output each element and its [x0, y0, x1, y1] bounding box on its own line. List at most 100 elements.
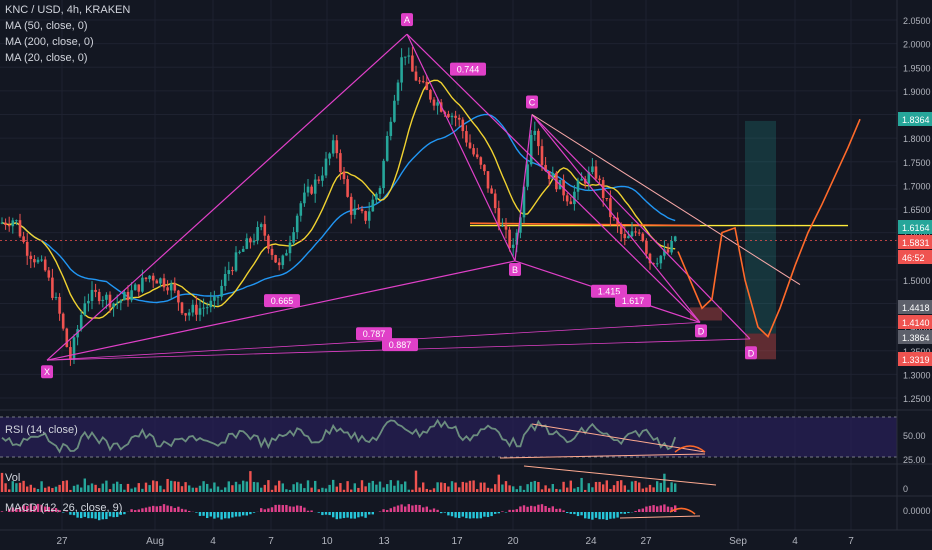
volume-bar: [638, 482, 641, 492]
price-badge-text: 1.6164: [902, 223, 930, 233]
pattern-label-bg: [695, 324, 707, 338]
macd-histogram-bar: [335, 512, 338, 520]
macd-histogram-bar: [486, 512, 490, 518]
volume-bar: [519, 485, 522, 492]
volume-bar: [130, 488, 133, 492]
candle-body: [609, 198, 612, 218]
volume-bar: [569, 480, 572, 492]
volume-bar: [324, 488, 328, 492]
pattern-label-d1: D: [695, 324, 707, 338]
volume-bar: [627, 489, 630, 492]
ma20-legend[interactable]: MA (20, close, 0): [5, 52, 88, 64]
macd-histogram-bar: [605, 512, 608, 520]
volume-bar: [591, 487, 594, 492]
volume-bar: [234, 481, 238, 492]
forecast-path: [677, 118, 861, 338]
symbol-title[interactable]: KNC / USD, 4h, KRAKEN: [5, 4, 131, 16]
volume-bar: [486, 487, 490, 492]
macd-histogram-bar: [447, 512, 450, 516]
ma200-legend[interactable]: MA (200, close, 0): [5, 36, 94, 48]
volume-bar: [83, 478, 86, 492]
time-tick-label: 17: [451, 536, 463, 547]
candle-body: [544, 164, 547, 172]
candle-body: [292, 232, 295, 243]
candle-body: [652, 263, 655, 265]
volume-bar: [184, 482, 187, 492]
macd-histogram-bar: [116, 512, 119, 517]
volume-bar: [76, 484, 79, 492]
macd-histogram-bar: [288, 506, 292, 512]
macd-histogram-bar: [512, 509, 515, 512]
macd-histogram-bar: [303, 507, 306, 512]
volume-bar: [407, 489, 410, 492]
macd-histogram-bar: [465, 512, 468, 519]
macd-histogram-bar: [216, 512, 220, 518]
volume-bar: [134, 487, 137, 492]
candle-body: [241, 248, 245, 252]
volume-bar: [224, 487, 227, 492]
pattern-label-text: 1.415: [598, 287, 621, 297]
volume-bar: [422, 482, 425, 492]
volume-bar: [623, 485, 626, 492]
volume-bar: [303, 488, 306, 492]
volume-bar: [386, 484, 389, 492]
volume-bar: [497, 474, 500, 492]
macd-histogram-bar: [645, 506, 648, 512]
short-position-zone[interactable]: [690, 307, 722, 321]
volume-legend[interactable]: Vol: [5, 472, 21, 484]
macd-histogram-bar: [659, 505, 662, 512]
candle-body: [529, 134, 533, 165]
rsi-tick-label: 25.00: [903, 455, 926, 465]
candle-body: [630, 231, 634, 237]
volume-bar: [396, 480, 400, 492]
volume-tick-label: 0: [903, 484, 908, 494]
macd-forecast: [669, 507, 696, 515]
ma50-legend[interactable]: MA (50, close, 0): [5, 20, 88, 32]
candle-body: [335, 140, 339, 154]
candle-body: [331, 140, 335, 154]
volume-bar: [8, 489, 11, 492]
macd-histogram-bar: [580, 512, 583, 516]
macd-histogram-bar: [393, 506, 396, 512]
candle-body: [267, 235, 270, 249]
price-badge-bg: [898, 235, 932, 249]
macd-histogram-bar: [425, 506, 428, 512]
long-position-zone[interactable]: [745, 120, 776, 334]
macd-histogram-bar: [18, 506, 22, 512]
candle-body: [551, 172, 555, 179]
volume-bar: [602, 484, 605, 492]
volume-bar: [44, 487, 47, 492]
volume-bar: [317, 489, 320, 492]
volume-bar: [663, 473, 666, 492]
macd-histogram-bar: [540, 504, 544, 512]
candle-body: [522, 186, 526, 218]
macd-histogram-bar: [130, 509, 133, 512]
pattern-leg: [531, 114, 701, 323]
volume-bar: [566, 487, 569, 492]
candle-body: [313, 179, 317, 194]
price-badge: 46:52: [898, 250, 932, 264]
volume-bar: [573, 488, 576, 492]
candle-body: [87, 300, 90, 304]
macd-histogram-bar: [47, 506, 50, 512]
macd-legend[interactable]: MACD (12, 26, close, 9): [5, 502, 123, 514]
rsi-legend[interactable]: RSI (14, close): [5, 424, 78, 436]
candle-body: [169, 283, 173, 291]
macd-histogram-bar: [213, 512, 216, 519]
pattern-label-a: A: [401, 13, 413, 27]
forecast-line: [677, 118, 861, 338]
macd-histogram-bar: [569, 512, 572, 514]
macd-histogram-bar: [112, 512, 115, 518]
macd-histogram-bar: [22, 504, 25, 512]
candle-body: [11, 220, 15, 227]
volume-bar: [537, 481, 540, 492]
volume-bar: [436, 482, 439, 492]
volume-bar: [526, 484, 529, 492]
volume-bar: [375, 484, 378, 492]
macd-histogram-bar: [58, 510, 61, 512]
candle-body: [115, 302, 119, 304]
volume-bar: [634, 480, 637, 492]
macd-histogram-bar: [152, 505, 155, 512]
